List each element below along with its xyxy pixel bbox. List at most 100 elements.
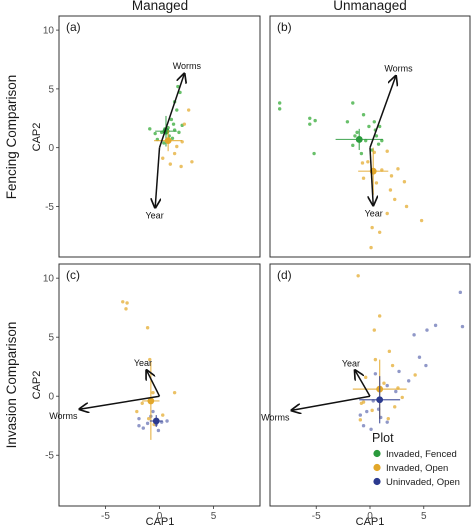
data-point-fenced bbox=[313, 118, 317, 123]
data-point-open bbox=[373, 357, 378, 362]
data-point-fenced bbox=[359, 151, 364, 156]
panel-c: (c) -5 0 5 10 -5 0 5 Year Worms bbox=[43, 263, 261, 522]
arrow-label-year: Year bbox=[365, 208, 383, 218]
data-point-open bbox=[175, 144, 179, 149]
data-point-open bbox=[369, 245, 373, 250]
data-point-open bbox=[363, 375, 368, 380]
arrow-year bbox=[355, 370, 371, 397]
data-point-fenced bbox=[355, 130, 359, 135]
data-point-fenced bbox=[308, 116, 312, 120]
x-tick-label: -5 bbox=[101, 511, 110, 522]
centroid-uninvaded bbox=[376, 396, 384, 404]
data-point-open bbox=[359, 401, 364, 405]
legend-swatch-fenced bbox=[373, 449, 381, 458]
data-point-open bbox=[370, 408, 374, 413]
panel-tag: (c) bbox=[66, 268, 80, 282]
data-point-uninvaded bbox=[358, 413, 363, 417]
data-point-open bbox=[124, 307, 128, 311]
panel-tag: (a) bbox=[66, 20, 81, 34]
data-point-open bbox=[377, 230, 382, 235]
arrow-worms bbox=[158, 74, 185, 148]
data-point-open bbox=[366, 160, 370, 164]
arrow-worms bbox=[292, 395, 371, 410]
legend: Plot Invaded, Fenced Invaded, Open Uninvade… bbox=[372, 431, 460, 488]
data-point-open bbox=[356, 274, 360, 278]
data-point-open bbox=[168, 162, 173, 166]
arrow-worms bbox=[80, 395, 160, 409]
data-point-uninvaded bbox=[385, 420, 389, 424]
data-point-open bbox=[151, 390, 155, 395]
data-point-fenced bbox=[312, 151, 316, 156]
data-point-uninvaded bbox=[373, 372, 378, 376]
x-axis-title-right: CAP1 bbox=[356, 516, 385, 528]
centroid-open bbox=[164, 137, 172, 145]
data-point-open bbox=[182, 122, 187, 126]
y-tick-label: -5 bbox=[45, 202, 54, 213]
arrow-year bbox=[370, 147, 373, 206]
data-point-open bbox=[125, 301, 129, 305]
data-point-uninvaded bbox=[394, 389, 398, 394]
data-point-open bbox=[402, 180, 407, 184]
data-point-open bbox=[179, 164, 183, 169]
arrow-label-year: Year bbox=[134, 358, 152, 368]
data-point-fenced bbox=[308, 122, 312, 126]
arrow-label-worms: Worms bbox=[49, 411, 78, 421]
data-point-fenced bbox=[374, 134, 379, 138]
data-point-uninvaded bbox=[397, 369, 401, 374]
data-point-uninvaded bbox=[407, 379, 411, 383]
data-point-uninvaded bbox=[151, 409, 155, 414]
data-point-uninvaded bbox=[460, 324, 465, 329]
legend-swatch-open bbox=[373, 463, 381, 472]
row-label-invasion-comparison: Invasion Comparison bbox=[4, 322, 19, 449]
data-point-open bbox=[361, 176, 366, 180]
panel-d: (d) -5 0 5 Year Worms bbox=[261, 263, 471, 522]
data-point-fenced bbox=[353, 134, 357, 138]
data-point-open bbox=[161, 413, 165, 417]
panel-border bbox=[269, 15, 471, 258]
data-point-open bbox=[172, 390, 177, 395]
data-point-open bbox=[386, 416, 390, 421]
data-point-uninvaded bbox=[145, 421, 150, 426]
data-point-open bbox=[393, 405, 397, 409]
data-point-open bbox=[400, 395, 404, 400]
x-tick-label: -5 bbox=[312, 511, 321, 522]
y-tick-label: 10 bbox=[43, 274, 55, 285]
data-point-open bbox=[121, 300, 125, 304]
data-point-open bbox=[190, 160, 194, 164]
data-point-uninvaded bbox=[433, 323, 438, 328]
data-point-open bbox=[146, 416, 151, 421]
data-point-uninvaded bbox=[417, 355, 422, 359]
legend-title: Plot bbox=[372, 431, 394, 445]
legend-label-fenced: Invaded, Fenced bbox=[386, 449, 457, 460]
data-point-open bbox=[404, 204, 409, 209]
y-tick-label: -5 bbox=[45, 451, 54, 462]
data-point-fenced bbox=[148, 127, 152, 131]
panel-border bbox=[58, 263, 261, 507]
data-point-uninvaded bbox=[137, 416, 141, 421]
data-point-open bbox=[172, 151, 177, 156]
data-point-open bbox=[161, 156, 165, 160]
data-point-open bbox=[377, 314, 382, 318]
data-point-uninvaded bbox=[165, 419, 169, 423]
data-point-open bbox=[419, 218, 424, 223]
data-point-fenced bbox=[345, 120, 350, 124]
panel-border bbox=[269, 263, 471, 507]
panel-tag: (b) bbox=[277, 20, 292, 34]
arrow-label-worms: Worms bbox=[384, 63, 413, 73]
y-tick-label: 5 bbox=[48, 333, 54, 344]
arrow-label-worms: Worms bbox=[261, 412, 290, 422]
centroid-fenced bbox=[355, 136, 363, 143]
arrow-year bbox=[155, 147, 159, 208]
arrow-label-worms: Worms bbox=[173, 61, 202, 71]
column-label-unmanaged: Unmanaged bbox=[333, 0, 407, 13]
arrow-year bbox=[147, 370, 161, 397]
data-point-open bbox=[145, 326, 150, 330]
y-tick-label: 10 bbox=[43, 26, 55, 37]
data-point-fenced bbox=[162, 141, 166, 145]
data-point-fenced bbox=[178, 90, 182, 95]
data-point-fenced bbox=[351, 101, 355, 105]
column-label-managed: Managed bbox=[132, 0, 188, 13]
data-point-open bbox=[413, 373, 417, 377]
data-point-uninvaded bbox=[365, 409, 369, 414]
